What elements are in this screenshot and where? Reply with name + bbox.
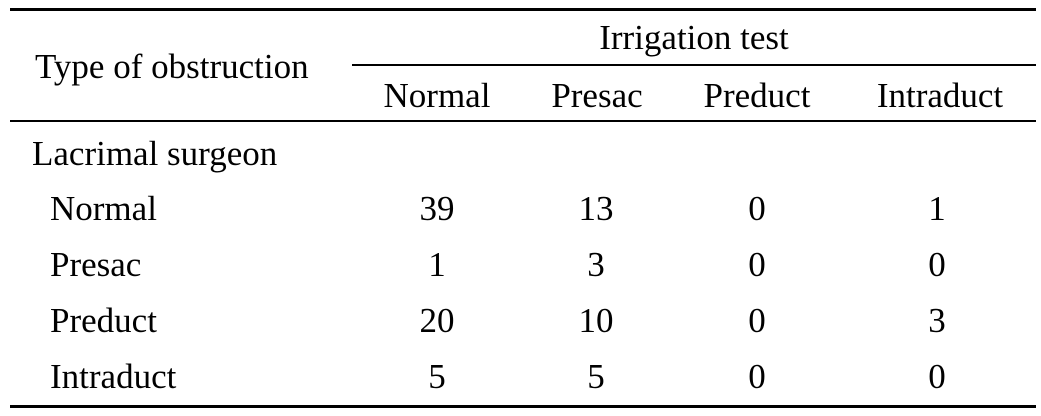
column-header-presac: Presac: [551, 76, 643, 115]
table-cell: 1: [428, 245, 446, 284]
row-label-normal: Normal: [50, 189, 157, 228]
table-cell: 5: [587, 357, 605, 396]
table-cell: 10: [578, 301, 614, 340]
table-cell: 3: [587, 245, 605, 284]
row-label-preduct: Preduct: [50, 301, 157, 340]
table-cell: 20: [419, 301, 455, 340]
row-label-intraduct: Intraduct: [50, 357, 177, 396]
column-header-intraduct: Intraduct: [876, 76, 1004, 115]
top-rule: [10, 8, 1036, 11]
table-cell: 39: [419, 189, 455, 228]
group-header-rule: [352, 64, 1036, 66]
table-cell: 3: [928, 301, 946, 340]
bottom-rule: [10, 405, 1036, 408]
data-table: Type of obstruction Irrigation test Norm…: [10, 8, 1036, 408]
table-cell: 0: [928, 245, 946, 284]
row-label-presac: Presac: [50, 245, 142, 284]
section-label: Lacrimal surgeon: [32, 134, 278, 173]
table-cell: 0: [748, 189, 766, 228]
header-rule: [10, 120, 1036, 122]
table-cell: 1: [928, 189, 946, 228]
stub-header: Type of obstruction: [35, 47, 309, 86]
table-cell: 0: [748, 245, 766, 284]
group-header: Irrigation test: [599, 18, 789, 57]
column-header-preduct: Preduct: [703, 76, 811, 115]
table-cell: 5: [428, 357, 446, 396]
table-cell: 13: [578, 189, 614, 228]
table-cell: 0: [748, 301, 766, 340]
column-header-normal: Normal: [383, 76, 491, 115]
table-cell: 0: [928, 357, 946, 396]
table-cell: 0: [748, 357, 766, 396]
